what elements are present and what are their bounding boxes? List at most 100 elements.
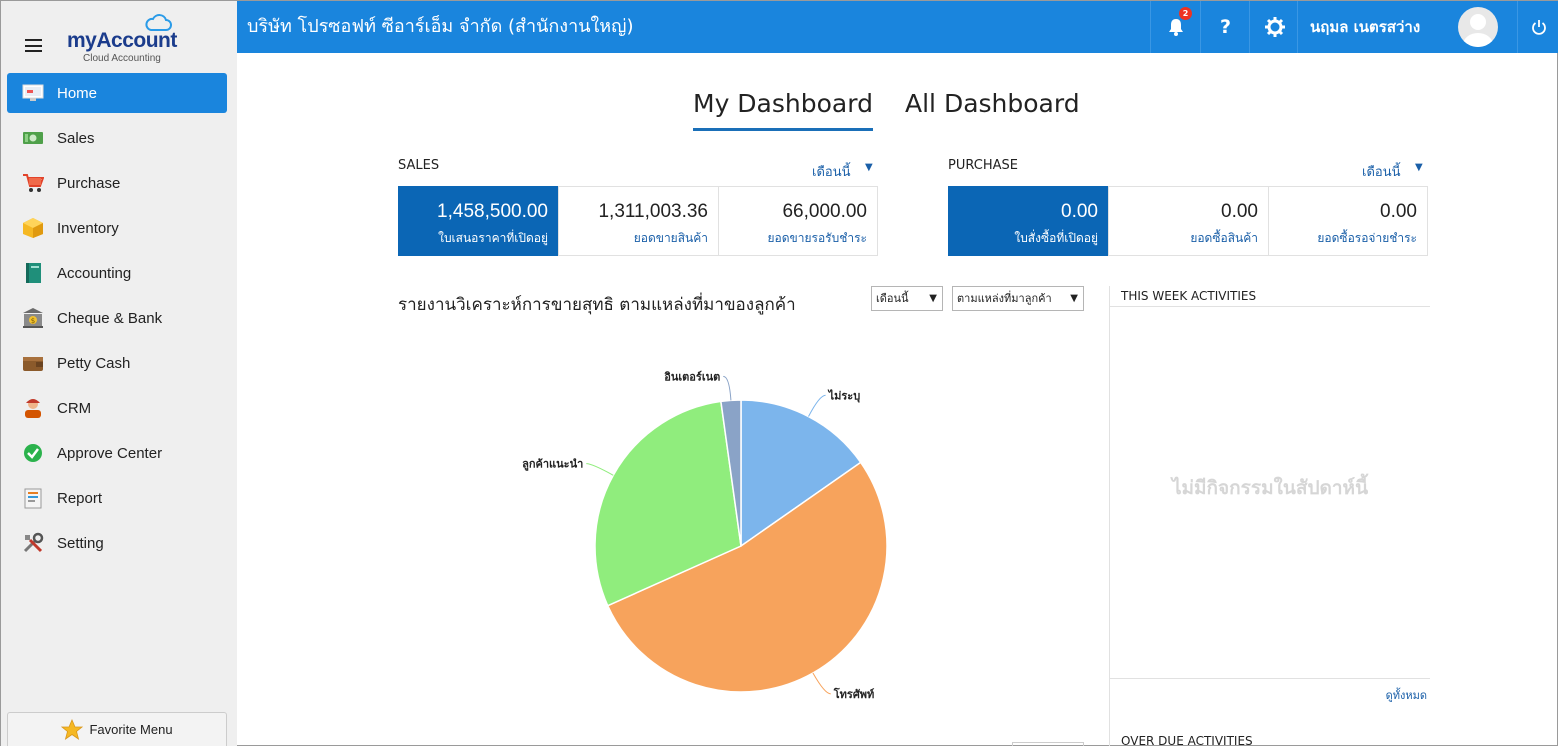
sidebar-item-label: Purchase (57, 174, 121, 192)
gear-icon (1264, 17, 1285, 37)
home-icon (21, 82, 45, 104)
overdue-activities-title: OVER DUE ACTIVITIES (1121, 734, 1253, 746)
notification-badge: 2 (1179, 7, 1192, 20)
sidebar-item-sales[interactable]: Sales (7, 118, 227, 158)
tab-all-dashboard[interactable]: All Dashboard (905, 89, 1080, 118)
stat-label: ใบสั่งซื้อที่เปิดอยู่ (1014, 231, 1098, 245)
sidebar-item-label: Inventory (57, 219, 119, 237)
stat-value: 1,311,003.36 (598, 201, 708, 222)
favorite-menu-button[interactable]: Favorite Menu (7, 712, 227, 746)
sidebar-item-label: Approve Center (57, 444, 163, 462)
purchase-payable[interactable]: 0.00 ยอดซื้อรอจ่ายชำระ (1268, 186, 1428, 256)
pie-label: อินเตอร์เนต (664, 370, 720, 383)
pie-chart: ไม่ระบุโทรศัพท์ ลูกค้าแนะนำ อินเตอร์เนต (522, 370, 888, 701)
pie-connector (812, 672, 831, 695)
notification-button[interactable]: 2 (1150, 1, 1200, 53)
stat-value: 0.00 (1061, 201, 1098, 222)
sales-open-quotations[interactable]: 1,458,500.00 ใบเสนอราคาที่เปิดอยู่ (398, 186, 559, 256)
sidebar-item-home[interactable]: Home (7, 73, 227, 113)
sales-product-total[interactable]: 1,311,003.36 ยอดขายสินค้า (558, 186, 719, 256)
divider (1110, 678, 1430, 679)
svg-text:$: $ (31, 317, 35, 325)
stat-label: ใบเสนอราคาที่เปิดอยู่ (438, 231, 548, 245)
caret-down-icon: ▼ (929, 293, 937, 304)
logo-area: myAccount Cloud Accounting (1, 1, 237, 71)
pie-label: ไม่ระบุ (827, 388, 861, 403)
chevron-down-icon[interactable]: ▼ (865, 162, 873, 173)
sidebar-item-purchase[interactable]: Purchase (7, 163, 227, 203)
sidebar-item-report[interactable]: Report (7, 478, 227, 518)
purchase-product-total[interactable]: 0.00 ยอดซื้อสินค้า (1108, 186, 1269, 256)
pie-slice[interactable] (740, 399, 862, 548)
company-name[interactable]: บริษัท โปรซอฟท์ ซีอาร์เอ็ม จำกัด (สำนักง… (247, 16, 634, 37)
sales-period-dropdown[interactable]: เดือนนี้ (812, 165, 851, 180)
sidebar-item-label: Sales (57, 129, 95, 147)
divider (1110, 306, 1430, 307)
sidebar: myAccount Cloud Accounting Home Sales Pu… (1, 1, 237, 746)
bell-icon (1168, 19, 1183, 36)
tab-my-dashboard[interactable]: My Dashboard (693, 89, 873, 131)
sidebar-item-approve-center[interactable]: Approve Center (7, 433, 227, 473)
cloud-icon (145, 14, 172, 31)
user-name[interactable]: นฤมล เนตรสว่าง (1297, 1, 1447, 53)
sales-section-title: SALES (398, 158, 440, 173)
top-bar: บริษัท โปรซอฟท์ ซีอาร์เอ็ม จำกัด (สำนักง… (237, 1, 1558, 53)
week-activities-title: THIS WEEK ACTIVITIES (1121, 289, 1257, 303)
sidebar-item-setting[interactable]: Setting (7, 523, 227, 563)
wallet-icon (21, 352, 45, 374)
sidebar-nav: Home Sales Purchase Inventory Accounting (7, 73, 227, 568)
hamburger-menu-icon[interactable] (25, 39, 42, 52)
box-icon (21, 217, 45, 239)
chevron-down-icon[interactable]: ▼ (1415, 162, 1423, 173)
stat-value: 66,000.00 (782, 201, 867, 222)
stat-label: ยอดขายรอรับชำระ (767, 231, 868, 245)
report-source-select[interactable]: ตามแหล่งที่มาลูกค้า ▼ (952, 286, 1084, 311)
sidebar-item-accounting[interactable]: Accounting (7, 253, 227, 293)
help-button[interactable]: ? (1200, 1, 1250, 53)
brand-subtitle: Cloud Accounting (83, 53, 161, 64)
sidebar-item-petty-cash[interactable]: Petty Cash (7, 343, 227, 383)
pie-slice[interactable] (720, 399, 742, 547)
stat-label: ยอดขายสินค้า (633, 231, 708, 245)
stat-label: ยอดซื้อสินค้า (1190, 231, 1258, 245)
sidebar-item-label: CRM (57, 399, 92, 417)
sidebar-item-label: Setting (57, 534, 104, 552)
purchase-open-orders[interactable]: 0.00 ใบสั่งซื้อที่เปิดอยู่ (948, 186, 1109, 256)
bank-icon: $ (21, 307, 45, 329)
brand-logo[interactable]: myAccount (67, 29, 177, 52)
pie-slice[interactable] (594, 400, 742, 607)
pie-slice[interactable] (606, 461, 888, 693)
stat-value: 1,458,500.00 (437, 201, 548, 222)
sidebar-item-inventory[interactable]: Inventory (7, 208, 227, 248)
logout-button[interactable] (1517, 1, 1558, 53)
sidebar-item-label: Petty Cash (57, 354, 131, 372)
pie-label: ลูกค้าแนะนำ (522, 458, 583, 472)
sidebar-item-crm[interactable]: CRM (7, 388, 227, 428)
cart-icon (21, 172, 45, 194)
stat-value: 0.00 (1221, 201, 1258, 222)
partial-select[interactable] (1012, 742, 1084, 746)
help-icon: ? (1219, 16, 1232, 38)
stat-value: 0.00 (1380, 201, 1417, 222)
report-title: รายงานวิเคราะห์การขายสุทธิ ตามแหล่งที่มา… (398, 295, 796, 315)
purchase-section-title: PURCHASE (948, 158, 1018, 173)
select-value: เดือนนี้ (876, 292, 909, 305)
pie-label: โทรศัพท์ (833, 687, 875, 701)
settings-button[interactable] (1249, 1, 1299, 53)
report-icon (21, 487, 45, 509)
pie-connector (808, 394, 826, 417)
purchase-period-dropdown[interactable]: เดือนนี้ (1362, 165, 1401, 180)
pie-connector (723, 375, 732, 401)
sidebar-item-cheque-bank[interactable]: $ Cheque & Bank (7, 298, 227, 338)
view-all-link[interactable]: ดูทั้งหมด (1385, 689, 1427, 702)
sidebar-item-label: Accounting (57, 264, 132, 282)
report-period-select[interactable]: เดือนนี้ ▼ (871, 286, 943, 311)
empty-activities-text: ไม่มีกิจกรรมในสัปดาห์นี้ (1171, 477, 1369, 499)
star-icon (61, 718, 84, 740)
sales-receivable[interactable]: 66,000.00 ยอดขายรอรับชำระ (718, 186, 878, 256)
power-icon (1531, 20, 1546, 35)
avatar[interactable] (1458, 7, 1498, 47)
sidebar-item-label: Report (57, 489, 103, 507)
book-icon (21, 262, 45, 284)
check-circle-icon (21, 442, 45, 464)
